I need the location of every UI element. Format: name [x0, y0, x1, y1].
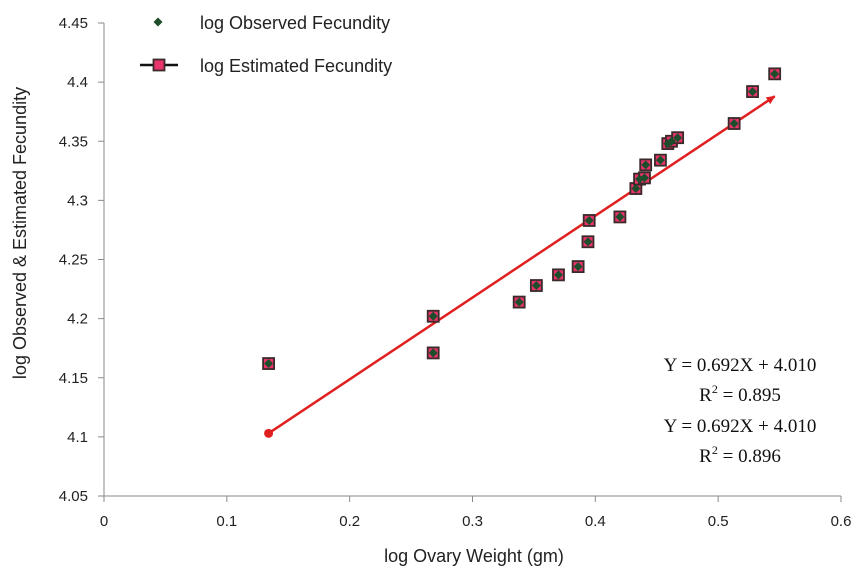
observed-point	[748, 87, 758, 97]
x-tick-label: 0	[100, 513, 108, 530]
observed-point	[514, 297, 524, 307]
x-tick-label: 0.2	[339, 513, 360, 530]
observed-point	[770, 69, 780, 79]
observed-point	[641, 160, 651, 170]
legend: log Observed Fecundity log Estimated Fec…	[140, 13, 392, 76]
observed-point	[428, 311, 438, 321]
equation-line: R2 = 0.896	[699, 443, 781, 467]
observed-point	[573, 262, 583, 272]
y-tick-label: 4.45	[59, 15, 88, 32]
y-axis-label: log Observed & Estimated Fecundity	[10, 87, 30, 379]
observed-point	[673, 133, 683, 143]
legend-diamond-icon	[153, 17, 163, 27]
y-tick-label: 4.2	[67, 311, 88, 328]
observed-point	[553, 270, 563, 280]
legend-marker-estimated	[140, 58, 178, 72]
y-tick-label: 4.35	[59, 133, 88, 150]
legend-label-observed: log Observed Fecundity	[200, 13, 390, 33]
legend-marker-observed	[153, 17, 163, 27]
x-axis-ticks: 0 0.1 0.2 0.3 0.4 0.5 0.6	[100, 496, 852, 530]
x-axis-label: log Ovary Weight (gm)	[384, 546, 564, 566]
observed-point	[583, 237, 593, 247]
observed-point	[655, 155, 665, 165]
x-tick-label: 0.6	[831, 513, 852, 530]
equation-annotations: Y = 0.692X + 4.010 R2 = 0.895 Y = 0.692X +…	[664, 355, 817, 467]
equation-line: R2 = 0.895	[699, 382, 781, 406]
y-tick-label: 4.25	[59, 252, 88, 269]
observed-point	[584, 215, 594, 225]
equation-line: Y = 0.692X + 4.010	[664, 416, 817, 437]
y-tick-label: 4.1	[67, 429, 88, 446]
regression-line-start-dot	[264, 428, 274, 438]
observed-point	[666, 136, 676, 146]
x-tick-label: 0.5	[708, 513, 729, 530]
y-axis-ticks: 4.05 4.1 4.15 4.2 4.25 4.3 4.35 4.4 4.45	[59, 15, 104, 505]
observed-point	[639, 173, 649, 183]
observed-point	[264, 359, 274, 369]
x-tick-label: 0.3	[462, 513, 483, 530]
observed-point	[631, 184, 641, 194]
legend-label-estimated: log Estimated Fecundity	[200, 56, 392, 76]
equation-line: Y = 0.692X + 4.010	[664, 355, 817, 376]
y-tick-label: 4.4	[67, 74, 88, 91]
data-points	[262, 67, 782, 370]
legend-square-icon	[152, 58, 166, 72]
legend-item-estimated: log Estimated Fecundity	[140, 56, 392, 76]
y-tick-label: 4.15	[59, 370, 88, 387]
legend-item-observed: log Observed Fecundity	[153, 13, 390, 33]
observed-point	[729, 119, 739, 129]
x-tick-label: 0.4	[585, 513, 606, 530]
y-tick-label: 4.05	[59, 488, 88, 505]
observed-point	[615, 212, 625, 222]
observed-point	[428, 348, 438, 358]
y-tick-label: 4.3	[67, 192, 88, 209]
regression-line-group	[264, 95, 776, 438]
regression-line	[267, 95, 776, 435]
x-tick-label: 0.1	[216, 513, 237, 530]
observed-point	[531, 281, 541, 291]
